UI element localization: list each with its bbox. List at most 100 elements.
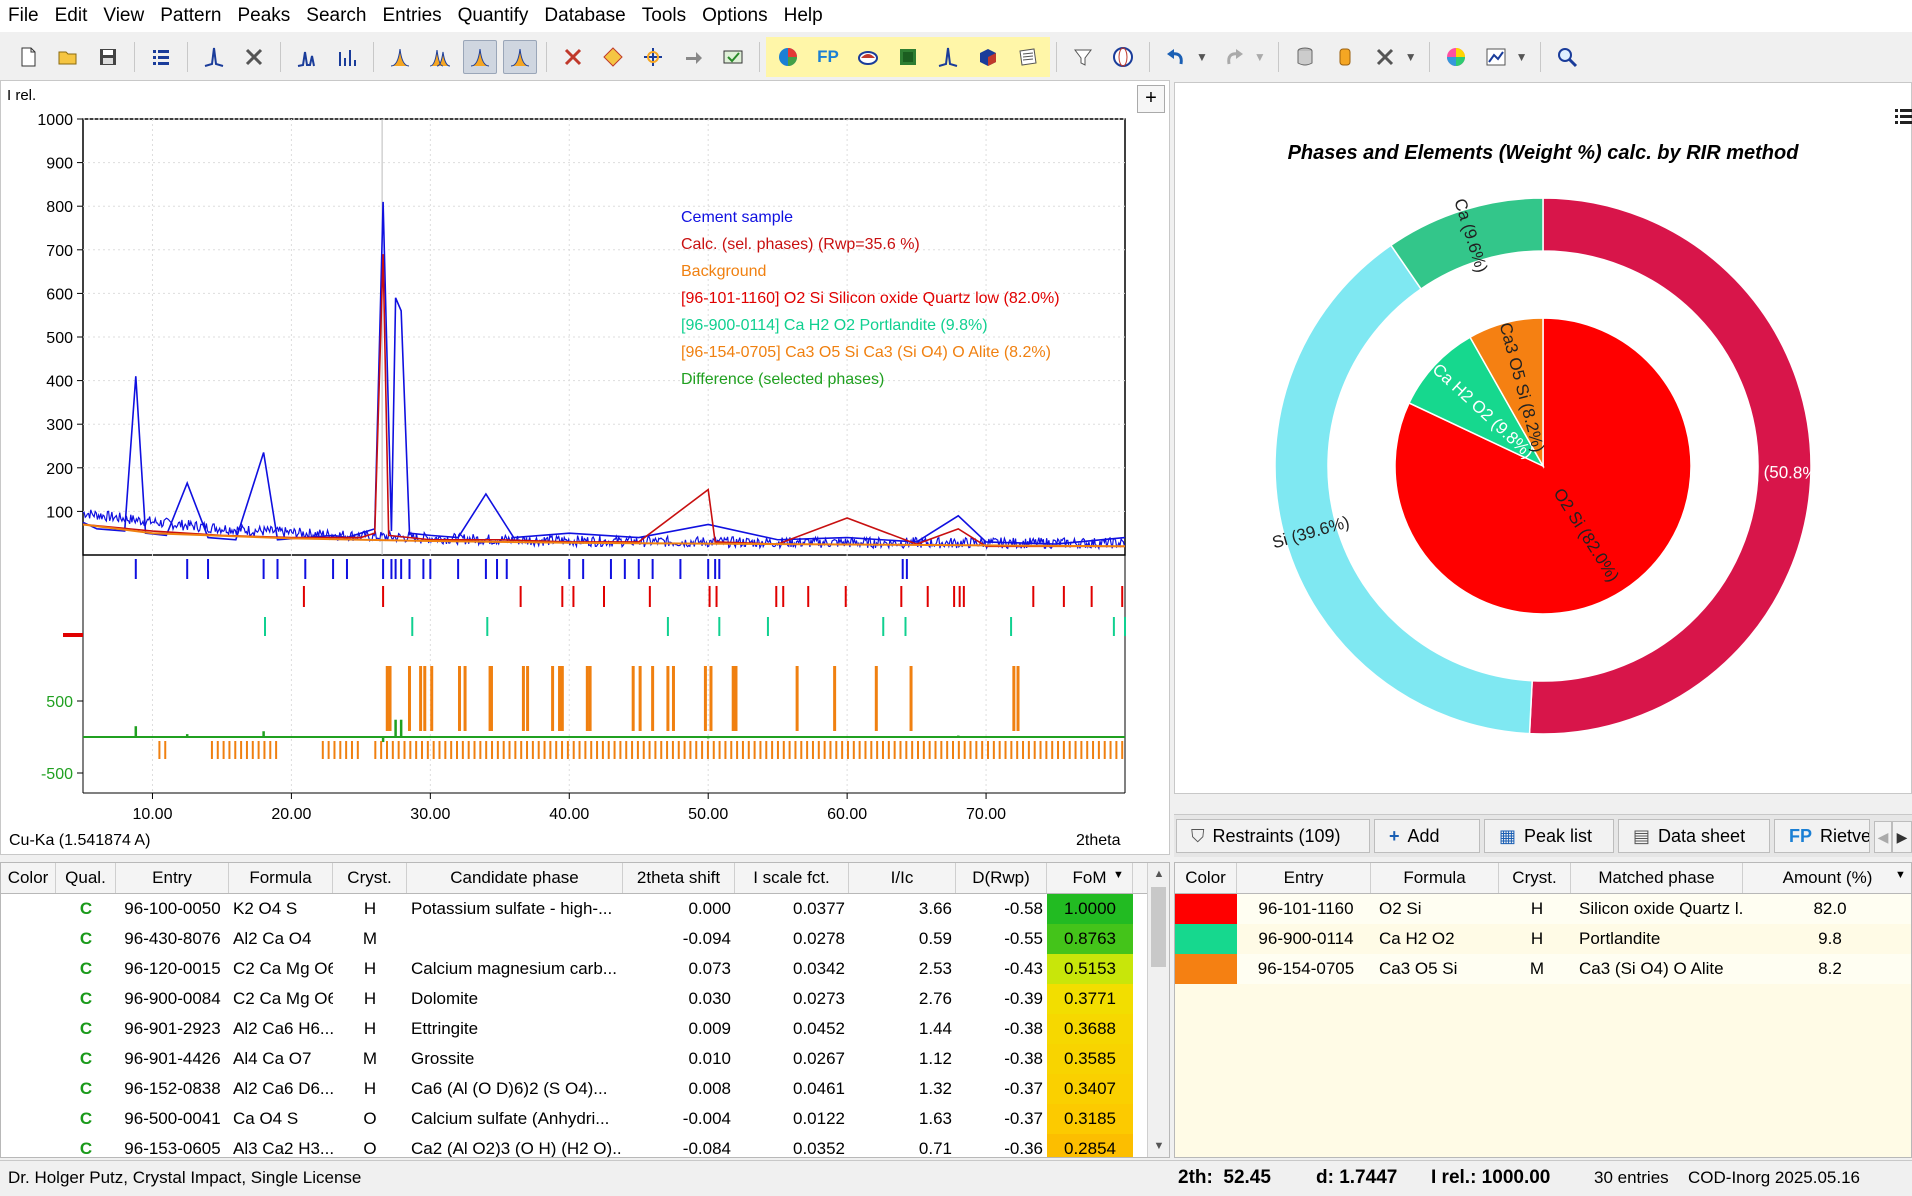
- legend-entry[interactable]: Background: [681, 263, 766, 280]
- stick-pattern-button[interactable]: [330, 40, 364, 74]
- diamond-button[interactable]: [596, 40, 630, 74]
- menu-tools[interactable]: Tools: [641, 5, 687, 26]
- save-button[interactable]: [91, 40, 125, 74]
- redo-dropdown-icon[interactable]: ▼: [1253, 50, 1266, 64]
- phase-color-swatch[interactable]: [1175, 894, 1237, 924]
- column-header[interactable]: I scale fct.: [735, 863, 849, 893]
- column-header[interactable]: 2theta shift: [623, 863, 735, 893]
- open-button[interactable]: [51, 40, 85, 74]
- legend-entry[interactable]: Difference (selected phases): [681, 371, 884, 388]
- column-header[interactable]: I/Ic: [849, 863, 956, 893]
- table-row[interactable]: C 96-120-0015 C2 Ca Mg O6 H Calcium magnesiu…: [1, 954, 1147, 984]
- menu-help[interactable]: Help: [783, 5, 823, 26]
- column-header[interactable]: D(Rwp): [956, 863, 1047, 893]
- undo-dropdown-icon[interactable]: ▼: [1196, 50, 1208, 64]
- column-header[interactable]: Cryst.: [333, 863, 407, 893]
- phase-color-swatch[interactable]: [1175, 954, 1237, 984]
- column-header[interactable]: Color: [1, 863, 56, 893]
- pattern-button[interactable]: [290, 40, 324, 74]
- cube-button[interactable]: [971, 40, 1005, 74]
- scroll-down-icon[interactable]: ▼: [1153, 1140, 1165, 1152]
- table-row[interactable]: C 96-901-4426 Al4 Ca O7 M Grossite 0.010 0.026…: [1, 1044, 1147, 1074]
- menu-options[interactable]: Options: [702, 5, 768, 26]
- sort-dropdown-icon[interactable]: ▼: [1113, 869, 1124, 881]
- menu-entries[interactable]: Entries: [382, 5, 442, 26]
- filter-button[interactable]: [1066, 40, 1100, 74]
- table-row[interactable]: C 96-900-0084 C2 Ca Mg O6 H Dolomite 0.030 0.0…: [1, 984, 1147, 1014]
- peak-tools-button[interactable]: [237, 40, 271, 74]
- legend-entry[interactable]: Calc. (sel. phases) (Rwp=35.6 %): [681, 236, 920, 253]
- column-header[interactable]: Formula: [229, 863, 333, 893]
- column-header[interactable]: Entry: [1237, 863, 1371, 893]
- tabs-scroll-right-icon[interactable]: ▶: [1892, 821, 1912, 853]
- table-row[interactable]: C 96-500-0041 Ca O4 S O Calcium sulfate (Anh…: [1, 1104, 1147, 1134]
- column-header[interactable]: Formula: [1371, 863, 1499, 893]
- undo-button[interactable]: [1159, 40, 1193, 74]
- pie-slice[interactable]: [1274, 244, 1533, 735]
- column-header[interactable]: Cryst.: [1499, 863, 1571, 893]
- pie-slice[interactable]: [1408, 336, 1545, 468]
- list-button[interactable]: [144, 40, 178, 74]
- database-net-button[interactable]: [1106, 40, 1140, 74]
- tabs-scroll-left-icon[interactable]: ◀: [1874, 821, 1892, 853]
- menu-database[interactable]: Database: [544, 5, 626, 26]
- peak-search-button[interactable]: [197, 40, 231, 74]
- phase-color-swatch[interactable]: [1175, 924, 1237, 954]
- menu-peaks[interactable]: Peaks: [237, 5, 291, 26]
- table-row[interactable]: C 96-152-0838 Al2 Ca6 D6... H Ca6 (Al (O D)6…: [1, 1074, 1147, 1104]
- pie-menu-button[interactable]: [1895, 107, 1912, 130]
- menu-file[interactable]: File: [8, 5, 39, 26]
- legend-entry[interactable]: [96-900-0114] Ca H2 O2 Portlandite (9.8%…: [681, 317, 988, 334]
- menu-quantify[interactable]: Quantify: [457, 5, 529, 26]
- match-button[interactable]: [636, 40, 670, 74]
- menu-edit[interactable]: Edit: [54, 5, 88, 26]
- profile-button[interactable]: [383, 40, 417, 74]
- menu-view[interactable]: View: [103, 5, 145, 26]
- weight-pie-chart[interactable]: Phases and Elements (Weight %) calc. by …: [1175, 83, 1911, 793]
- tab-add[interactable]: + Add: [1374, 819, 1480, 853]
- table-row[interactable]: C 96-153-0605 Al3 Ca2 H3... O Ca2 (Al O2)3 (…: [1, 1134, 1147, 1157]
- database-button[interactable]: [1288, 40, 1322, 74]
- pie-slice[interactable]: [1389, 197, 1544, 290]
- table-row[interactable]: C 96-100-0050 K2 O4 S H Potassium sulfate - …: [1, 894, 1147, 924]
- pie-slice[interactable]: [1528, 197, 1812, 735]
- tools-menu-button[interactable]: [1368, 40, 1402, 74]
- tab-data-sheet[interactable]: ▤ Data sheet: [1618, 819, 1770, 853]
- tab-restraints[interactable]: ⛉ Restraints (109): [1176, 819, 1370, 853]
- candidate-scrollbar[interactable]: ▲ ▼: [1147, 863, 1169, 1157]
- profile-multi-button[interactable]: [423, 40, 457, 74]
- scroll-up-icon[interactable]: ▲: [1153, 868, 1165, 880]
- zoom-button[interactable]: [1550, 40, 1584, 74]
- graph-button[interactable]: [1479, 40, 1513, 74]
- tab-rietveld[interactable]: FP Rietvel: [1774, 819, 1870, 853]
- table-row[interactable]: C 96-901-2923 Al2 Ca6 H6... H Ettringite 0.00…: [1, 1014, 1147, 1044]
- new-file-button[interactable]: [11, 40, 45, 74]
- legend-entry[interactable]: Cement sample: [681, 209, 793, 226]
- legend-entry[interactable]: [96-101-1160] O2 Si Silicon oxide Quartz…: [681, 290, 1060, 307]
- column-header[interactable]: Color: [1175, 863, 1237, 893]
- legend-entry[interactable]: [96-154-0705] Ca3 O5 Si Ca3 (Si O4) O Al…: [681, 344, 1051, 361]
- quantify-button[interactable]: [851, 40, 885, 74]
- column-header[interactable]: Matched phase: [1571, 863, 1743, 893]
- table-row[interactable]: 96-900-0114 Ca H2 O2 H Portlandite 9.8: [1175, 924, 1911, 954]
- sort-dropdown-icon[interactable]: ▼: [1895, 869, 1906, 881]
- pie-chart-button[interactable]: [771, 40, 805, 74]
- pie-slice[interactable]: [1469, 317, 1544, 469]
- profile-fit-button[interactable]: [463, 40, 497, 74]
- tab-peak-list[interactable]: ▦ Peak list: [1484, 819, 1614, 853]
- tools-dropdown-icon[interactable]: ▼: [1404, 50, 1417, 64]
- column-header[interactable]: FoM: [1047, 863, 1133, 893]
- scroll-thumb[interactable]: [1151, 887, 1166, 967]
- redo-button[interactable]: [1217, 40, 1251, 74]
- diffraction-chart[interactable]: 1000 900 800 700 600 500 400 300 200 100 500 -500 10…: [1, 81, 1169, 854]
- arrow-button[interactable]: [676, 40, 710, 74]
- fp-button[interactable]: FP: [811, 40, 845, 74]
- table-row[interactable]: C 96-430-8076 Al2 Ca O4 M -0.094 0.0278 0.59 -0…: [1, 924, 1147, 954]
- table-row[interactable]: 96-101-1160 O2 Si H Silicon oxide Quartz l.…: [1175, 894, 1911, 924]
- table-row[interactable]: 96-154-0705 Ca3 O5 Si M Ca3 (Si O4) O Alite…: [1175, 954, 1911, 984]
- add-pane-button[interactable]: +: [1137, 85, 1165, 113]
- graph-dropdown-icon[interactable]: ▼: [1515, 50, 1528, 64]
- peak-calc-button[interactable]: [931, 40, 965, 74]
- column-header[interactable]: Qual.: [56, 863, 116, 893]
- check-button[interactable]: [716, 40, 750, 74]
